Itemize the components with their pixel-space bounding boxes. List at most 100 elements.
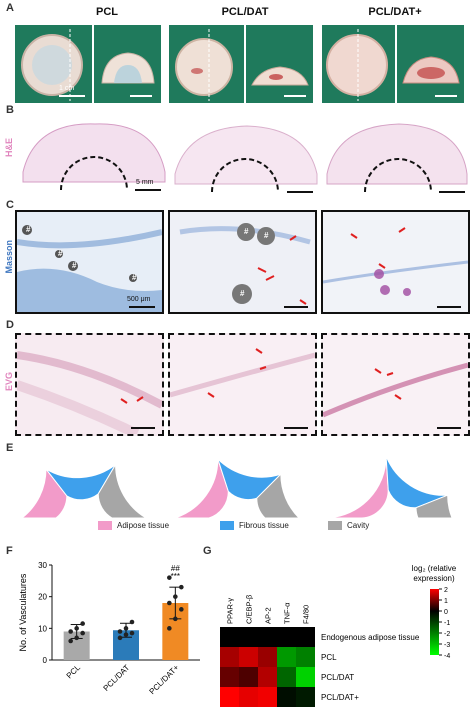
data-point	[117, 635, 123, 641]
evg-tissue-image	[170, 348, 315, 398]
panel-label-d: D	[6, 319, 14, 331]
scaffold-top-image	[175, 29, 233, 101]
heatmap-col-label: AP-2	[264, 607, 273, 624]
panel-label-b: B	[6, 104, 14, 116]
data-point	[129, 630, 135, 636]
heatmap-row-label: PCL	[321, 653, 337, 662]
scale-label-5mm: 5 mm	[136, 179, 154, 186]
photo-pcl-dat-gross	[169, 25, 244, 103]
legend-label-fibrous: Fibrous tissue	[239, 521, 289, 530]
scale-bar	[437, 306, 461, 308]
data-point	[173, 616, 178, 622]
heatmap-cell	[258, 627, 277, 647]
y-tick-label: 10	[38, 624, 47, 633]
evg-image-pcl	[15, 333, 164, 436]
data-point	[167, 626, 172, 631]
x-tick-label: PCL	[65, 663, 83, 681]
legend-label-adipose: Adipose tissue	[117, 521, 170, 530]
panel-label-c: C	[6, 199, 14, 211]
y-tick-label: 0	[43, 656, 48, 665]
scaffold-top-image	[326, 29, 388, 101]
heatmap-cell	[277, 627, 296, 647]
photo-pcl-dat-plus-section	[397, 25, 464, 103]
scale-bar	[59, 95, 85, 97]
data-point	[68, 629, 73, 634]
row-label-masson: Masson	[4, 240, 14, 274]
heatmap-cell	[296, 647, 315, 667]
y-tick-label: 20	[38, 593, 47, 602]
colorbar-tick-label: 2	[444, 587, 448, 594]
panel-label-e: E	[6, 442, 14, 454]
heatmap-cell	[296, 667, 315, 687]
hash-mark: #	[58, 249, 63, 258]
scale-label-1cm: 1 cm	[59, 85, 75, 92]
panel-label-a: A	[6, 2, 14, 14]
colorbar-tick-label: 1	[444, 598, 448, 605]
hash-mark: #	[72, 261, 77, 270]
evg-image-pcl-dat-plus	[321, 333, 470, 436]
gene-expression-heatmap: Endogenous adipose tissue PCL PCL/DAT PCL/D…	[220, 564, 457, 707]
legend-swatch-cavity	[328, 521, 342, 530]
vasculature-bar-chart: 0 10 20 30 No. of Vasculatures PCL PCL/DAT PCL/…	[18, 561, 200, 696]
heatmap-row-label: PCL/DAT+	[321, 693, 359, 702]
y-axis-label: No. of Vasculatures	[18, 573, 28, 651]
evg-tissue-image	[17, 351, 162, 434]
photo-pcl-section	[94, 25, 161, 103]
data-point	[117, 629, 123, 634]
heatmap-cell	[220, 627, 239, 647]
colorbar	[430, 589, 439, 655]
heatmap-cell	[296, 627, 315, 647]
evg-tissue-image	[323, 362, 468, 418]
scale-bar	[284, 427, 308, 429]
row-label-evg: EVG	[4, 372, 14, 392]
scale-label-500um: 500 μm	[127, 296, 151, 303]
heatmap-row-label: Endogenous adipose tissue	[321, 633, 420, 642]
heatmap-cell	[258, 687, 277, 707]
ring-slice-cavity	[97, 462, 148, 519]
data-point	[167, 575, 172, 580]
colorbar-tick-label: -4	[444, 653, 450, 660]
data-point	[179, 584, 184, 590]
data-point	[123, 626, 129, 631]
heatmap-cell	[220, 667, 239, 687]
masson-image-pcl: # # # # 500 μm	[15, 210, 164, 314]
heatmap-cell	[296, 687, 315, 707]
scale-bar	[284, 306, 308, 308]
heatmap-cell	[239, 667, 258, 687]
hash-mark: #	[26, 225, 31, 234]
legend-swatch-adipose	[98, 521, 112, 530]
heatmap-col-label: PPAR-γ	[226, 598, 235, 624]
scale-bar	[435, 95, 457, 97]
y-tick-label: 30	[38, 561, 47, 570]
semicircle-ring-charts	[20, 455, 453, 519]
legend-label-cavity: Cavity	[347, 521, 370, 530]
masson-tissue-image	[323, 227, 468, 296]
group-title-pcl: PCL	[96, 6, 118, 18]
photo-pcl-gross: 1 cm	[15, 25, 92, 103]
data-point	[68, 638, 73, 644]
colorbar-label: expression)	[413, 574, 455, 583]
heatmap-cell	[239, 687, 258, 707]
panel-label-f: F	[6, 545, 13, 557]
photo-pcl-dat-section	[246, 25, 313, 103]
data-point	[74, 626, 79, 631]
significance-mark: ##	[171, 564, 180, 573]
data-point	[123, 632, 129, 637]
heatmap-cell	[277, 687, 296, 707]
colorbar-tick-label: 0	[444, 609, 448, 616]
he-section-pcl-dat-plus	[326, 123, 468, 193]
data-point	[167, 600, 172, 606]
heatmap-row-label: PCL/DAT	[321, 673, 354, 682]
significance-mark: ***	[171, 572, 180, 581]
heatmap-cell	[220, 687, 239, 707]
legend-swatch-fibrous	[220, 521, 234, 530]
data-point	[173, 594, 178, 599]
x-tick-label: PCL/DAT	[102, 663, 132, 693]
group-title-pcl-dat-plus: PCL/DAT+	[368, 6, 422, 18]
panel-label-g: G	[203, 545, 212, 557]
heatmap-cell	[239, 647, 258, 667]
hash-mark: #	[240, 289, 245, 298]
hash-mark: #	[132, 273, 137, 282]
he-section-pcl-dat	[174, 125, 318, 193]
scale-bar	[131, 427, 155, 429]
